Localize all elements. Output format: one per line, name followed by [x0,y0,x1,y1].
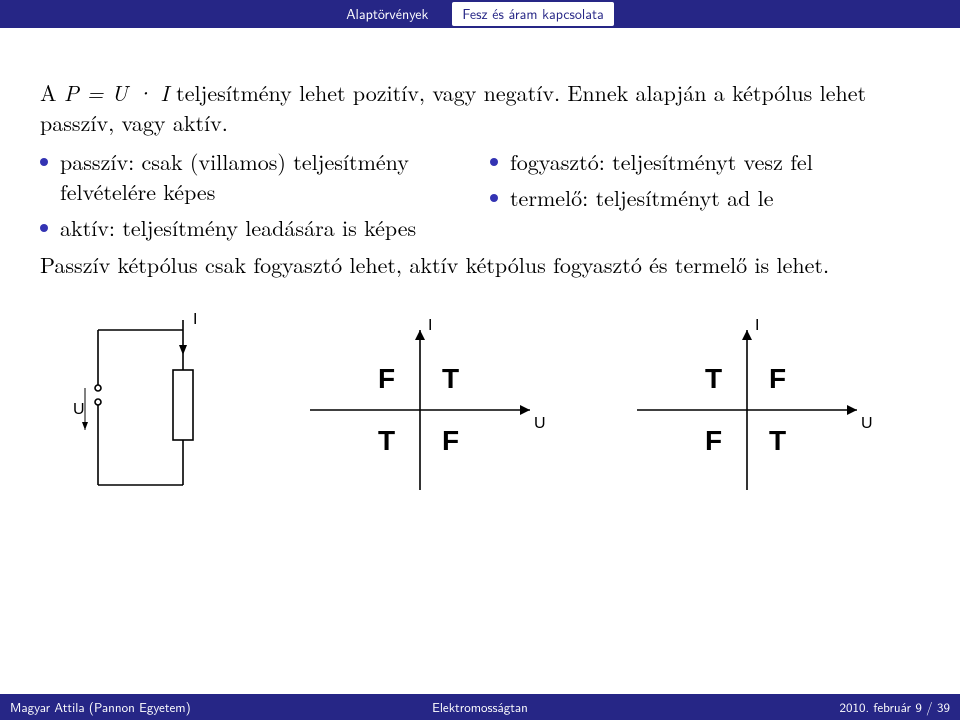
circuit-diagram: I U [73,310,233,510]
bullet-icon [40,158,48,166]
quad-br: T [769,425,786,456]
right-column: fogyasztó: teljesítményt vesz fel termel… [490,147,920,248]
axis-I: I [428,317,432,334]
quad-bl: F [705,425,722,456]
header-subsection: Fesz és áram kapcsolata [452,2,613,26]
bullet-icon [490,158,498,166]
list-item: termelő: teljesítményt ad le [490,183,920,213]
summary-paragraph: Passzív kétpólus csak fogyasztó lehet, a… [40,250,920,280]
header-section: Alaptörvények [346,4,428,24]
bullet-columns: passzív: csak (villamos) teljesítmény fe… [40,147,920,248]
slide-header: Alaptörvények Fesz és áram kapcsolata [0,0,960,28]
footer-author: Magyar Attila (Pannon Egyetem) [0,698,323,717]
quad-tl: F [378,363,395,394]
label-U: U [73,401,85,418]
footer-page: 2010. február 9 / 39 [637,698,960,717]
intro-paragraph: A P = U · I teljesítmény lehet pozitív, … [40,78,920,137]
bullet-text: passzív: csak (villamos) teljesítmény fe… [60,147,470,206]
list-item: passzív: csak (villamos) teljesítmény fe… [40,147,470,206]
list-item: fogyasztó: teljesítményt vesz fel [490,147,920,177]
quadrant-left: I U F T T F [280,310,560,510]
intro-prefix: A [40,77,64,108]
axis-I: I [755,317,759,334]
quad-bl: T [378,425,395,456]
quad-tl: T [705,363,722,394]
slide-footer: Magyar Attila (Pannon Egyetem) Elektromo… [0,694,960,720]
quad-tr: F [769,363,786,394]
bullet-text: termelő: teljesítményt ad le [510,183,920,213]
diagram-row: I U I U F T T F I [40,310,920,510]
axis-U: U [861,415,873,432]
bullet-icon [40,224,48,232]
bullet-icon [490,194,498,202]
left-column: passzív: csak (villamos) teljesítmény fe… [40,147,470,248]
axis-U: U [534,415,546,432]
bullet-text: fogyasztó: teljesítményt vesz fel [510,147,920,177]
quadrant-right: I U T F F T [607,310,887,510]
quad-br: F [442,425,459,456]
bullet-text: aktív: teljesítmény leadására is képes [60,213,470,243]
label-I: I [193,311,197,328]
footer-title: Elektromosságtan [323,698,636,717]
list-item: aktív: teljesítmény leadására is képes [40,213,470,243]
slide-content: A P = U · I teljesítmény lehet pozitív, … [0,28,960,510]
intro-formula: P = U · I [64,77,169,108]
quad-tr: T [442,363,459,394]
